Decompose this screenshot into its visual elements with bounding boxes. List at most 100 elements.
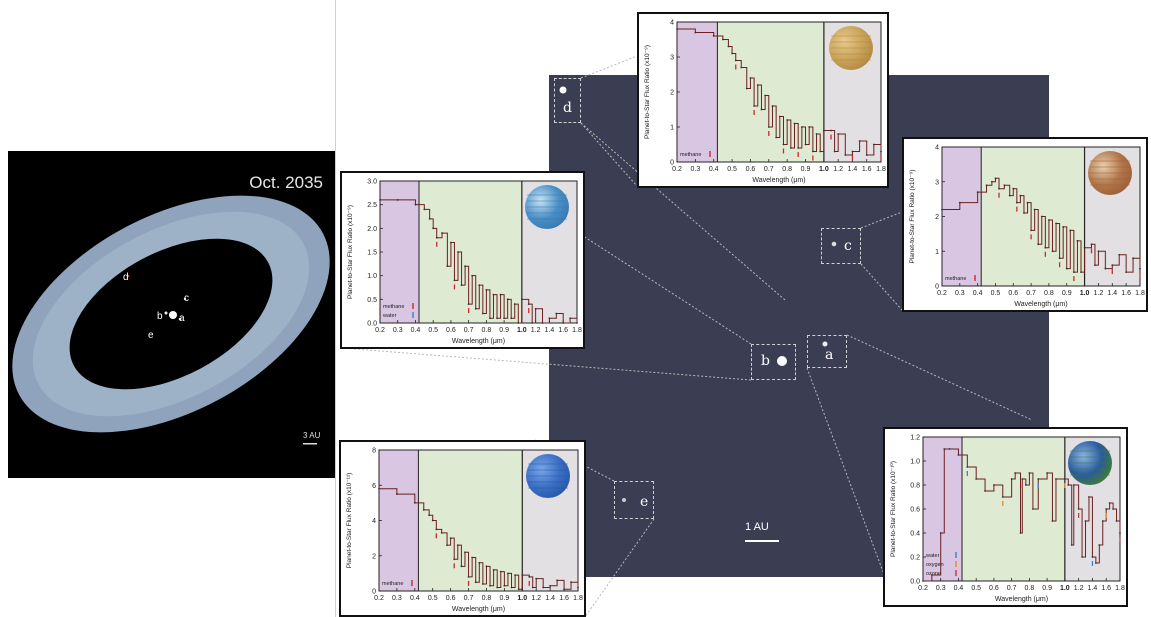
spectrum-point bbox=[966, 466, 969, 468]
spectrum-point bbox=[576, 322, 578, 324]
spectrum-point bbox=[485, 565, 488, 568]
x-tick-label: 0.9 bbox=[499, 327, 509, 334]
spectrum-point bbox=[489, 317, 491, 320]
y-axis-label: Planet-to-Star Flux Ratio (x10⁻¹¹) bbox=[346, 473, 353, 569]
spectrum-point bbox=[549, 584, 552, 587]
spectrum-point bbox=[449, 537, 452, 540]
planet-sphere-d bbox=[829, 26, 873, 70]
spectrum-point bbox=[851, 150, 854, 153]
spectrum-point bbox=[467, 576, 470, 578]
x-tick-label: 0.8 bbox=[482, 595, 492, 602]
spectrum-point bbox=[712, 35, 715, 37]
leader-a-right bbox=[846, 334, 1033, 421]
x-tick-label: 1.4 bbox=[1088, 585, 1098, 592]
spectrum-point bbox=[789, 147, 792, 149]
planet-c-dot bbox=[831, 241, 837, 247]
x-axis-label: Wavelength (μm) bbox=[995, 596, 1048, 603]
x-tick-label: 1.6 bbox=[559, 595, 569, 602]
spectrum-point bbox=[1037, 478, 1040, 480]
spectrum-point bbox=[1062, 226, 1065, 228]
legend-label-methane: methane bbox=[382, 581, 403, 587]
legend-label-methane: methane bbox=[680, 152, 701, 158]
y-tick-label: 1.0 bbox=[367, 273, 377, 280]
spectrum-point bbox=[722, 38, 724, 41]
y-tick-label: 0.6 bbox=[910, 507, 920, 514]
leader-b-bottom bbox=[341, 347, 752, 381]
spectrum-point bbox=[474, 307, 477, 310]
spectrum-point bbox=[1033, 208, 1036, 211]
x-tick-label: 0.9 bbox=[801, 166, 811, 173]
spectrum-point bbox=[1026, 201, 1029, 204]
spectrum-point bbox=[446, 265, 449, 268]
spectrum-point bbox=[450, 241, 452, 244]
spectrum-point bbox=[548, 317, 551, 320]
x-tick-label: 1.8 bbox=[1115, 585, 1125, 592]
spectrum-point bbox=[460, 565, 463, 568]
overview-scale-label: 3 AU bbox=[303, 431, 321, 440]
x-axis-label: Wavelength (μm) bbox=[1014, 301, 1067, 308]
x-tick-label: 0.6 bbox=[446, 595, 456, 602]
visible-band bbox=[981, 147, 1085, 286]
spectrum-point bbox=[1001, 496, 1004, 498]
visible-band bbox=[962, 437, 1065, 581]
spectrum-point bbox=[1077, 508, 1080, 510]
spectrum-chart-d: 0 1 2 3 4 0.2 0.3 0.4 0.5 0.6 0.7 0.8 0.9 1.0 1.2 1.4 1.… bbox=[644, 20, 886, 185]
leader-c-bottom bbox=[860, 263, 903, 311]
x-tick-label: 0.3 bbox=[955, 290, 965, 297]
spectrum-point bbox=[1014, 472, 1017, 474]
field-box-b bbox=[751, 344, 796, 380]
spectrum-point bbox=[1091, 556, 1094, 558]
spectrum-point bbox=[1032, 508, 1034, 510]
leader-e-bottom bbox=[584, 518, 655, 617]
overview-scale-bar bbox=[303, 443, 317, 445]
field-label-a: a bbox=[825, 347, 834, 363]
spectrum-point bbox=[414, 203, 417, 206]
x-tick-label: 0.4 bbox=[709, 166, 719, 173]
spectrum-point bbox=[833, 150, 836, 153]
spectrum-panel-a: 0.0 0.2 0.4 0.6 0.8 1.0 1.2 0.2 0.3 0.4 0.5 0.6 0.7 0… bbox=[883, 427, 1128, 607]
spectrum-point bbox=[423, 208, 426, 211]
spectrum-point bbox=[1084, 520, 1087, 522]
spectrum-chart-c: 0 1 2 3 4 0.2 0.3 0.4 0.5 0.6 0.7 0.8 0.9 1.0 1.2 1.4 1.… bbox=[909, 145, 1145, 309]
planet-e-dot bbox=[622, 498, 626, 502]
overview-date: Oct. 2035 bbox=[249, 173, 323, 192]
x-tick-label: 0.4 bbox=[973, 290, 983, 297]
spectrum-point bbox=[496, 586, 499, 589]
y-tick-label: 1.2 bbox=[910, 435, 920, 442]
spectrum-point bbox=[577, 586, 579, 589]
overview-label-b: b bbox=[157, 311, 163, 322]
spectrum-point bbox=[1070, 544, 1073, 546]
leader-d-star bbox=[580, 122, 786, 301]
spectrum-point bbox=[520, 298, 523, 301]
spectrum-point bbox=[1104, 267, 1107, 270]
spectrum-point bbox=[541, 322, 544, 324]
spectrum-point bbox=[1105, 508, 1108, 510]
spectrum-point bbox=[804, 143, 807, 146]
spectrum-point bbox=[517, 322, 520, 324]
spectrum-point bbox=[1028, 472, 1031, 474]
y-tick-label: 4 bbox=[670, 20, 674, 27]
y-tick-label: 8 bbox=[372, 448, 376, 455]
y-tick-label: 0 bbox=[372, 589, 376, 596]
y-tick-label: 1.5 bbox=[367, 250, 377, 257]
y-tick-label: 3.0 bbox=[367, 179, 377, 186]
x-tick-label: 0.7 bbox=[1026, 290, 1036, 297]
y-tick-label: 2.5 bbox=[367, 202, 377, 209]
spectrum-point bbox=[1119, 532, 1121, 534]
spectrum-point bbox=[1044, 246, 1047, 249]
spectrum-point bbox=[396, 493, 398, 495]
x-tick-label: 1.4 bbox=[1107, 290, 1117, 297]
legend-label-methane: methane bbox=[383, 304, 404, 310]
spectrum-point bbox=[880, 150, 882, 153]
y-tick-label: 2 bbox=[670, 90, 674, 97]
x-tick-label: 1.4 bbox=[545, 595, 555, 602]
spectrum-point bbox=[431, 519, 434, 522]
field-box-d bbox=[554, 78, 581, 123]
field-label-d: d bbox=[563, 100, 572, 116]
spectrum-point bbox=[1058, 257, 1061, 260]
field-box-e bbox=[614, 481, 654, 519]
spectrum-point bbox=[939, 532, 942, 534]
spectrum-point bbox=[446, 544, 448, 547]
spectrum-point bbox=[503, 584, 506, 587]
spectrum-point bbox=[507, 572, 509, 575]
